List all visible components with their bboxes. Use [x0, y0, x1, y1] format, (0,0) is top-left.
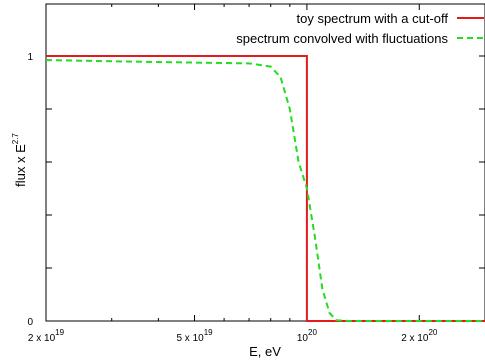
plot-frame [45, 3, 485, 322]
x-tick-label-1: 5 x 1019 [176, 328, 213, 344]
legend: toy spectrum with a cut-off spectrum conv… [236, 11, 484, 46]
x-tick-label-2: 1020 [297, 328, 318, 344]
series-line-1 [45, 59, 485, 322]
y-axis-label: flux x E2.7 [11, 133, 28, 187]
x-tick-label-3: 2 x 1020 [401, 328, 438, 344]
series-layer [45, 55, 485, 322]
y-tick-label-0: 0 [27, 317, 33, 328]
y-tick-label-1: 1 [27, 52, 33, 63]
ticks-layer: 2 x 1019 5 x 1019 1020 2 x 1020 0 1 [27, 4, 485, 344]
series-line-0 [46, 55, 485, 322]
x-tick-label-0: 2 x 1019 [28, 328, 65, 344]
legend-label-0: toy spectrum with a cut-off [297, 11, 449, 26]
x-axis-label: E, eV [249, 344, 281, 359]
legend-label-1: spectrum convolved with fluctuations [236, 31, 448, 46]
